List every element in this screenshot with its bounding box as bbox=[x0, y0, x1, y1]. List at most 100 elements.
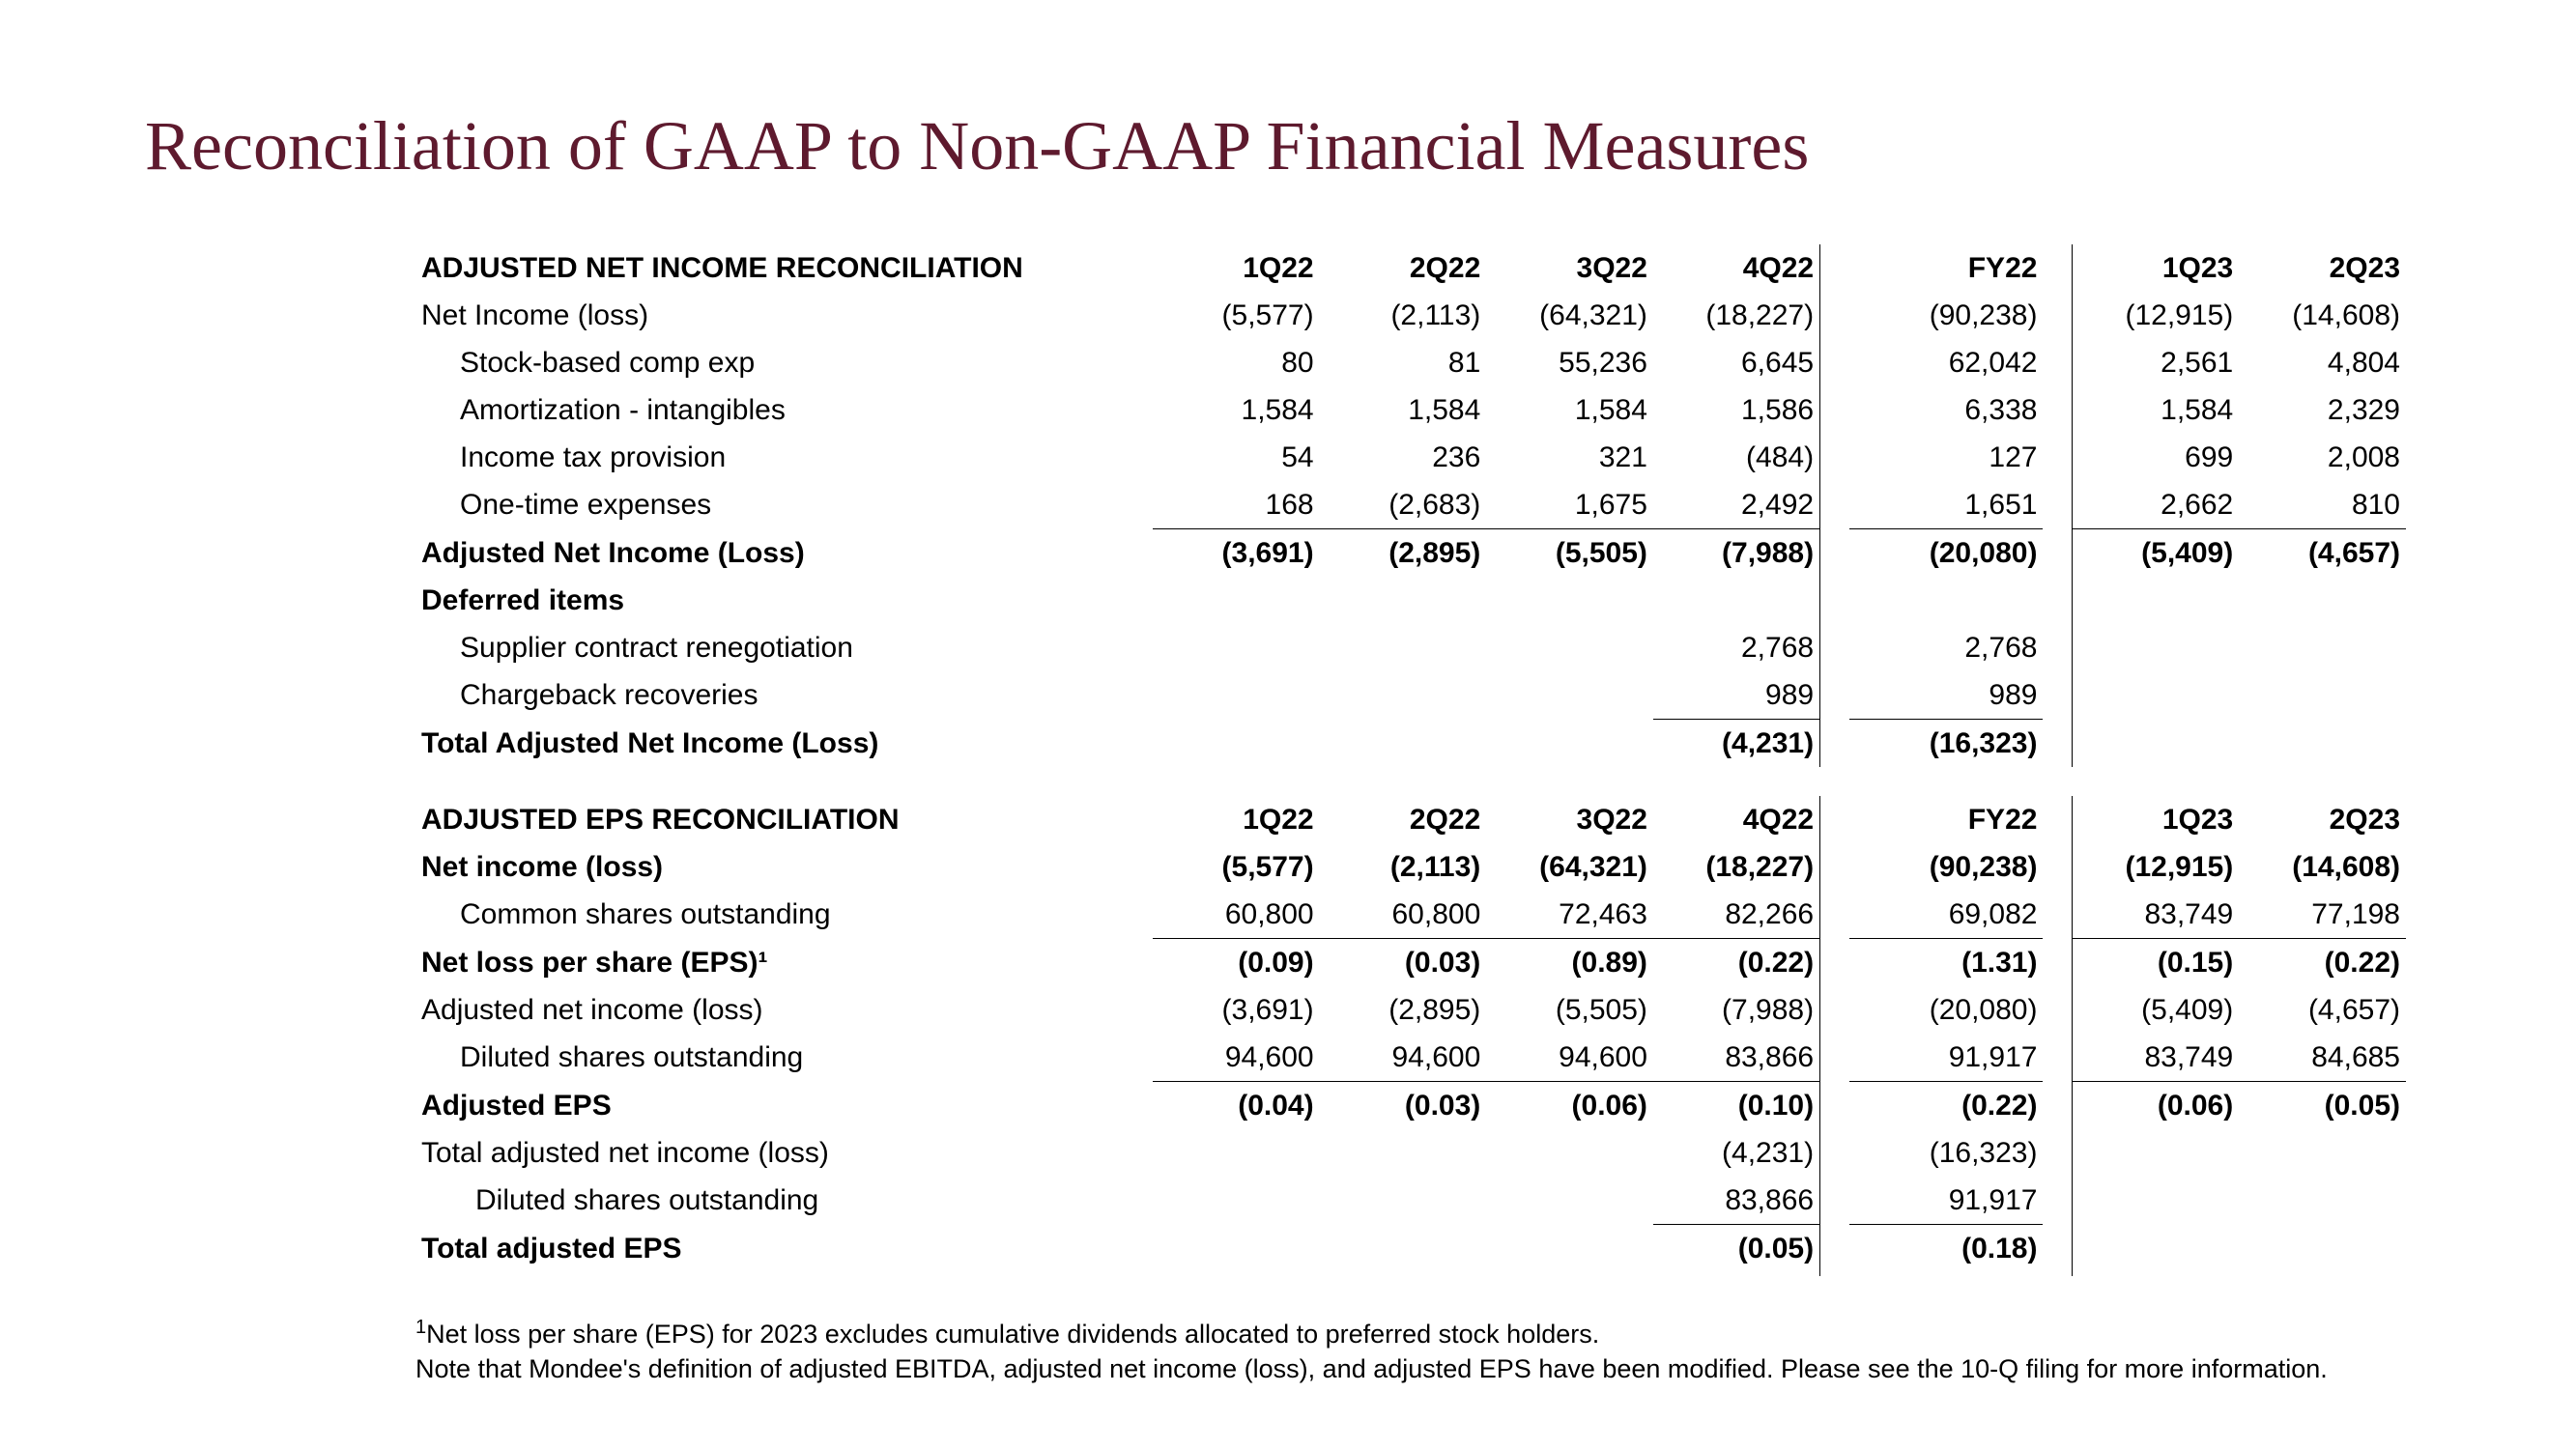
separator bbox=[1820, 843, 1849, 891]
footnote-1: 1Net loss per share (EPS) for 2023 exclu… bbox=[415, 1315, 2348, 1351]
separator bbox=[1820, 671, 1849, 720]
separator bbox=[2043, 481, 2072, 529]
cell bbox=[2073, 624, 2240, 671]
cell bbox=[2239, 671, 2406, 720]
cell: 1,584 bbox=[1153, 386, 1320, 434]
separator bbox=[1820, 1129, 1849, 1177]
cell: 62,042 bbox=[1849, 339, 2044, 386]
cell: (5,505) bbox=[1486, 529, 1653, 578]
cell: 2,329 bbox=[2239, 386, 2406, 434]
table-row: Income tax provision54236321(484)1276992… bbox=[415, 434, 2406, 481]
cell bbox=[2073, 1129, 2240, 1177]
cell: (4,231) bbox=[1653, 1129, 1820, 1177]
row-label: Common shares outstanding bbox=[421, 893, 831, 936]
cell: (0.22) bbox=[2239, 939, 2406, 987]
row-label: Supplier contract renegotiation bbox=[421, 626, 853, 669]
separator bbox=[2043, 1034, 2072, 1082]
cell bbox=[1486, 671, 1653, 720]
cell bbox=[1849, 577, 2044, 624]
table-row: Total adjusted EPS (0.05) (0.18) bbox=[415, 1225, 2406, 1273]
cell bbox=[1486, 624, 1653, 671]
cell: 83,866 bbox=[1653, 1177, 1820, 1225]
row-label: Chargeback recoveries bbox=[421, 673, 758, 717]
cell: 77,198 bbox=[2239, 891, 2406, 939]
col-header: 1Q23 bbox=[2073, 244, 2240, 292]
cell: 82,266 bbox=[1653, 891, 1820, 939]
row-label: Net Income (loss) bbox=[421, 299, 648, 331]
cell: (5,505) bbox=[1486, 986, 1653, 1034]
cell: (18,227) bbox=[1653, 843, 1820, 891]
cell: 1,584 bbox=[1320, 386, 1487, 434]
cell: (90,238) bbox=[1849, 843, 2044, 891]
separator bbox=[2043, 1225, 2072, 1273]
cell bbox=[2239, 1225, 2406, 1273]
cell: (5,409) bbox=[2073, 529, 2240, 578]
table-row: Chargeback recoveries989989 bbox=[415, 671, 2406, 720]
col-header: 1Q22 bbox=[1153, 244, 1320, 292]
cell: 989 bbox=[1653, 671, 1820, 720]
cell: 699 bbox=[2073, 434, 2240, 481]
row-label: Total adjusted EPS bbox=[421, 1233, 682, 1264]
table-row: Diluted shares outstanding83,86691,917 bbox=[415, 1177, 2406, 1225]
table-row: Supplier contract renegotiation 2,768 2,76… bbox=[415, 624, 2406, 671]
col-header: FY22 bbox=[1849, 244, 2044, 292]
cell: 4,804 bbox=[2239, 339, 2406, 386]
cell: 2,662 bbox=[2073, 481, 2240, 529]
cell: (0.06) bbox=[1486, 1082, 1653, 1130]
table-row: Total Adjusted Net Income (Loss)(4,231)(… bbox=[415, 720, 2406, 768]
separator bbox=[2043, 1129, 2072, 1177]
separator bbox=[2043, 720, 2072, 768]
col-header: 3Q22 bbox=[1486, 244, 1653, 292]
cell bbox=[1320, 624, 1487, 671]
cell: (0.05) bbox=[1653, 1225, 1820, 1273]
cell bbox=[2073, 1177, 2240, 1225]
separator bbox=[1820, 986, 1849, 1034]
cell bbox=[1153, 577, 1320, 624]
separator bbox=[2043, 671, 2072, 720]
cell: 2,768 bbox=[1849, 624, 2044, 671]
col-header: 2Q22 bbox=[1320, 244, 1487, 292]
cell: 2,768 bbox=[1653, 624, 1820, 671]
cell bbox=[2239, 1177, 2406, 1225]
cell: (5,409) bbox=[2073, 986, 2240, 1034]
row-label: Deferred items bbox=[421, 584, 624, 616]
table-row: Total adjusted net income (loss)(4,231)(… bbox=[415, 1129, 2406, 1177]
superscript: 1 bbox=[415, 1317, 426, 1338]
footnotes: 1Net loss per share (EPS) for 2023 exclu… bbox=[415, 1315, 2348, 1387]
adjusted-net-income-table: ADJUSTED NET INCOME RECONCILIATION 1Q22 … bbox=[415, 244, 2406, 767]
cell: (0.05) bbox=[2239, 1082, 2406, 1130]
cell: (0.18) bbox=[1849, 1225, 2044, 1273]
cell: (0.89) bbox=[1486, 939, 1653, 987]
table-row: Deferred items bbox=[415, 577, 2406, 624]
cell: 321 bbox=[1486, 434, 1653, 481]
cell: 810 bbox=[2239, 481, 2406, 529]
cell: 91,917 bbox=[1849, 1034, 2044, 1082]
cell bbox=[1153, 624, 1320, 671]
separator bbox=[2043, 292, 2072, 339]
separator bbox=[1820, 339, 1849, 386]
cell: 1,675 bbox=[1486, 481, 1653, 529]
separator bbox=[1820, 891, 1849, 939]
cell: (0.22) bbox=[1653, 939, 1820, 987]
cell bbox=[2239, 1129, 2406, 1177]
cell: (2,113) bbox=[1320, 843, 1487, 891]
cell: (64,321) bbox=[1486, 292, 1653, 339]
cell: 2,008 bbox=[2239, 434, 2406, 481]
separator bbox=[2043, 434, 2072, 481]
cell: 83,749 bbox=[2073, 891, 2240, 939]
separator bbox=[2043, 986, 2072, 1034]
separator bbox=[1820, 796, 1849, 843]
cell: (90,238) bbox=[1849, 292, 2044, 339]
row-label: Diluted shares outstanding bbox=[421, 1036, 803, 1079]
tables-container: ADJUSTED NET INCOME RECONCILIATION 1Q22 … bbox=[415, 244, 2406, 1276]
cell bbox=[1486, 720, 1653, 768]
footnote-text: Net loss per share (EPS) for 2023 exclud… bbox=[426, 1320, 1599, 1349]
cell bbox=[2239, 577, 2406, 624]
separator bbox=[2043, 939, 2072, 987]
separator bbox=[1820, 624, 1849, 671]
separator bbox=[1820, 1225, 1849, 1273]
cell: (484) bbox=[1653, 434, 1820, 481]
row-label: One-time expenses bbox=[421, 483, 711, 526]
cell: (0.22) bbox=[1849, 1082, 2044, 1130]
cell: 6,645 bbox=[1653, 339, 1820, 386]
